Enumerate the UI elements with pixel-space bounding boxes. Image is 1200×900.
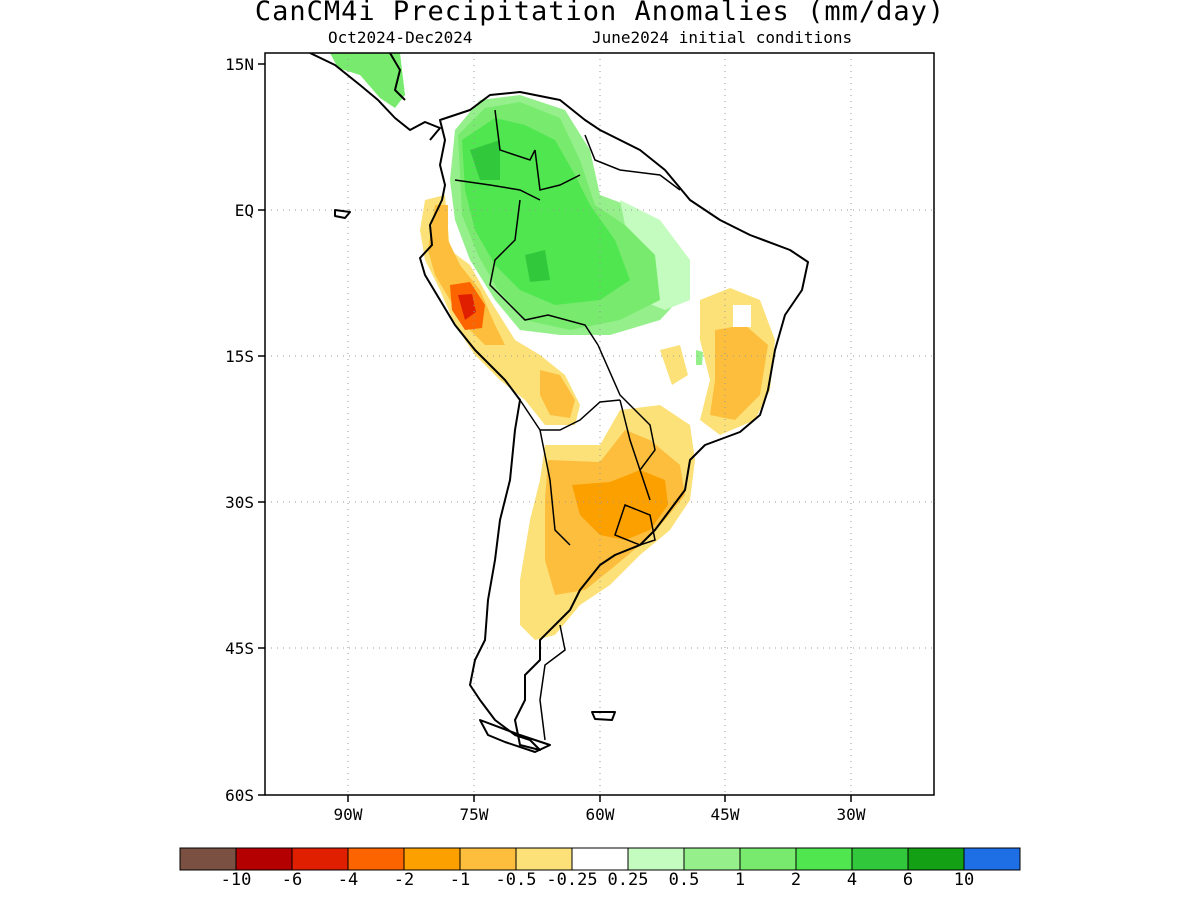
colorbar-swatch xyxy=(739,847,797,871)
anomaly-fields xyxy=(330,53,775,640)
subtitle-init: June2024 initial conditions xyxy=(592,28,853,47)
colorbar-swatch xyxy=(627,847,685,871)
lat-label: 15S xyxy=(225,347,254,366)
map-title: CanCM4i Precipitation Anomalies (mm/day) xyxy=(254,0,946,27)
colorbar-swatch xyxy=(515,847,573,871)
colorbar-label: -4 xyxy=(337,870,359,890)
subtitle-period: Oct2024-Dec2024 xyxy=(328,28,473,47)
colorbar-label: -6 xyxy=(281,870,303,890)
colorbar-swatch xyxy=(403,847,461,871)
lat-label: EQ xyxy=(235,201,254,220)
colorbar-label: 4 xyxy=(846,870,858,890)
lat-label: 60S xyxy=(225,786,254,805)
colorbar-label: 2 xyxy=(790,870,802,890)
axis-ticks xyxy=(258,63,852,802)
tierra-del-fuego xyxy=(479,719,551,753)
colorbar-label: -0.5 xyxy=(495,870,537,890)
colorbar-swatch xyxy=(683,847,741,871)
lon-label: 30W xyxy=(837,805,866,824)
lon-label: 75W xyxy=(460,805,489,824)
galapagos xyxy=(334,209,351,219)
colorbar-swatch xyxy=(347,847,405,871)
colorbar-label: -1 xyxy=(449,870,471,890)
colorbar-label: -10 xyxy=(220,870,252,890)
coastlines xyxy=(309,53,809,753)
colorbar-label: 1 xyxy=(734,870,746,890)
anomaly-central-america-wet xyxy=(330,53,405,108)
south-america-outline xyxy=(419,91,809,751)
colorbar-label: 0.25 xyxy=(607,870,649,890)
anomaly-cerrado-green xyxy=(696,350,703,365)
colorbar-swatch xyxy=(291,847,349,871)
central-america-outline xyxy=(309,53,441,141)
colorbar-label: -2 xyxy=(393,870,415,890)
lon-label: 90W xyxy=(334,805,363,824)
anomaly-bolivia-orange xyxy=(540,370,575,418)
anomaly-amazon-core xyxy=(462,118,630,305)
lat-label: 30S xyxy=(225,493,254,512)
anomaly-andes-orange xyxy=(428,205,505,345)
colorbar-swatch xyxy=(851,847,909,871)
anomaly-cerrado-pale xyxy=(660,345,688,385)
lat-label: 15N xyxy=(225,55,254,74)
colorbar-swatch xyxy=(571,847,629,871)
falklands xyxy=(591,711,616,721)
anomaly-south-strong xyxy=(572,470,668,540)
colorbar-swatch xyxy=(963,847,1021,871)
colorbar-swatch xyxy=(235,847,293,871)
anomaly-amazon-dark xyxy=(470,140,550,282)
lon-labels: 90W 75W 60W 45W 30W xyxy=(334,805,866,824)
colorbar-label: -0.25 xyxy=(546,870,598,890)
country-borders xyxy=(454,109,681,741)
anomaly-east-brazil-orange xyxy=(710,325,768,420)
colorbar-label: 10 xyxy=(953,870,975,890)
colorbar-label: 6 xyxy=(902,870,914,890)
colorbar xyxy=(179,847,1021,871)
anomaly-andes-core xyxy=(458,294,476,320)
colorbar-swatch xyxy=(795,847,853,871)
colorbar-swatch xyxy=(907,847,965,871)
lat-labels: 15N EQ 15S 30S 45S 60S xyxy=(225,55,254,805)
central-america-north xyxy=(389,53,406,101)
anomaly-andes-pale xyxy=(420,195,580,425)
gridlines xyxy=(265,53,934,795)
anomaly-east-brazil-gap xyxy=(733,305,751,327)
lon-label: 45W xyxy=(711,805,740,824)
lat-label: 45S xyxy=(225,639,254,658)
colorbar-swatch xyxy=(179,847,237,871)
lon-label: 60W xyxy=(586,805,615,824)
colorbar-label: 0.5 xyxy=(668,870,700,890)
colorbar-swatch xyxy=(459,847,517,871)
